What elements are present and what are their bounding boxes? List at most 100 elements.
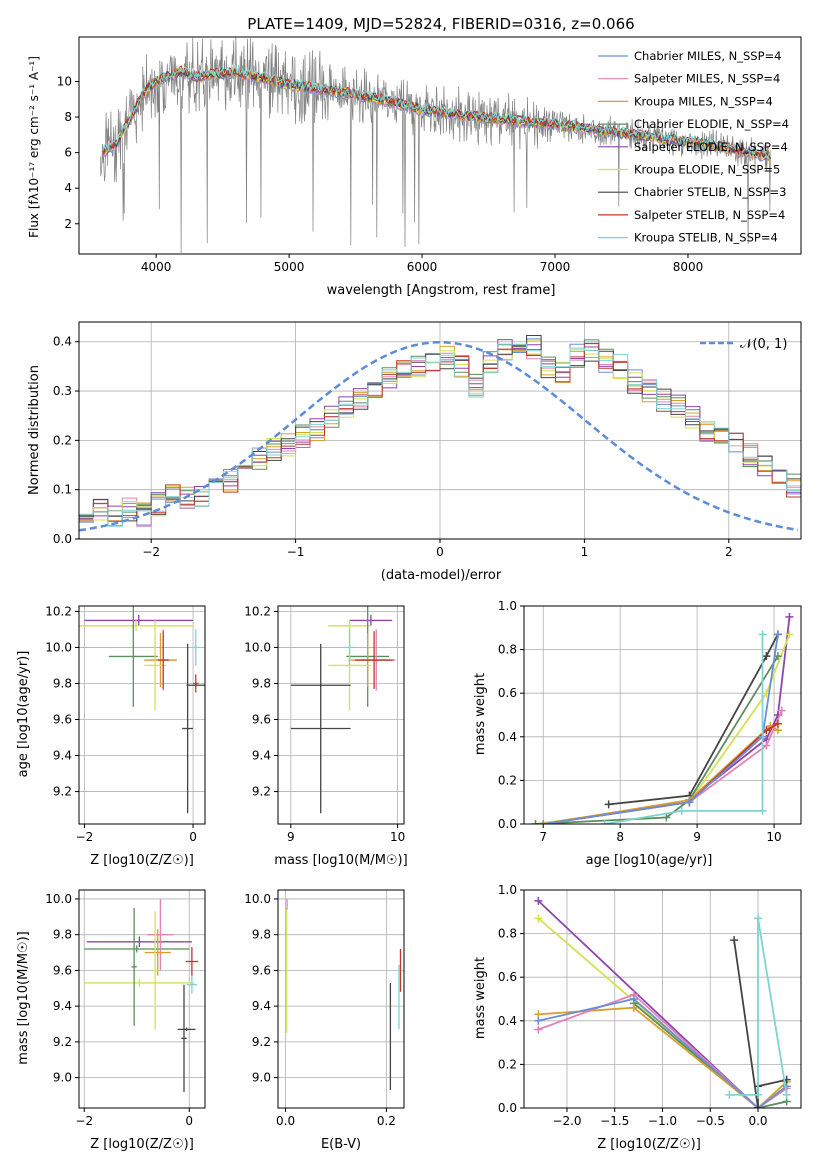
series-line (604, 634, 764, 824)
mwZ-ylabel: mass weight (473, 957, 488, 1039)
x-tick-label: −0.5 (696, 1114, 725, 1128)
y-tick-label: 9.8 (53, 928, 72, 942)
massE-xlabel: E(B-V) (321, 1137, 361, 1152)
series-point (604, 800, 613, 809)
y-tick-label: 9.2 (252, 1035, 271, 1049)
plot-area (531, 612, 794, 824)
y-tick-label: 9.4 (53, 749, 72, 763)
plot-area (290, 606, 396, 814)
series-point (782, 1090, 791, 1099)
y-tick-label: 0.6 (498, 686, 517, 700)
legend-label: Salpeter ELODIE, N_SSP=4 (634, 140, 788, 154)
ageM-xlabel: mass [log10(M/M☉)] (274, 853, 407, 868)
x-tick-label: 0.2 (377, 1114, 396, 1128)
y-tick-label: 0.4 (53, 335, 72, 349)
mass-weight-vs-metallicity-panel: −2.0 −1.5 −1.0 −0.5 0.0 0.0 0.2 0.4 0.6 0.8 1.0 Z … (473, 883, 802, 1152)
spectrum-legend: Chabrier MILES, N_SSP=4 Salpeter MILES, N… (598, 49, 789, 245)
axes-frame (78, 36, 802, 255)
legend-label: Kroupa MILES, N_SSP=4 (634, 94, 773, 108)
series-line (538, 1006, 788, 1108)
y-tick-label: 0.0 (53, 532, 72, 546)
series-point (785, 630, 794, 639)
y-tick-label: 9.6 (252, 713, 271, 727)
series-point (662, 813, 671, 822)
series-line (633, 1002, 787, 1108)
x-tick-label: 8 (616, 830, 624, 844)
x-tick-label: 0.0 (276, 1114, 295, 1128)
residual-xlabel: (data-model)/error (381, 568, 502, 583)
series-line (733, 939, 787, 1108)
y-tick-label: 9.8 (53, 676, 72, 690)
legend-label: Chabrier ELODIE, N_SSP=4 (634, 117, 789, 131)
y-tick-label: 2 (64, 217, 72, 231)
series-point (629, 1003, 638, 1012)
x-tick-label: 9 (693, 830, 701, 844)
residual-ylabel: Normed distribution (27, 365, 42, 495)
x-tick-label: 8000 (673, 260, 704, 274)
x-tick-label: −1.5 (600, 1114, 629, 1128)
y-tick-label: 0.2 (498, 773, 517, 787)
series-point (531, 820, 540, 824)
massZ-xlabel: Z [log10(Z/Z☉)] (90, 1137, 194, 1152)
x-tick-label: 7000 (540, 260, 571, 274)
series-point (534, 914, 543, 923)
x-tick-label: −1 (287, 545, 305, 559)
series-point (600, 820, 609, 824)
mwAge-xlabel: age [log10(age/yr)] (586, 853, 713, 868)
y-tick-label: 0.2 (498, 1057, 517, 1071)
residual-panel: −2 −1 0 1 2 0.0 0.1 0.2 0.3 0.4 (data-model)/erro… (27, 321, 802, 583)
x-tick-label: 1 (581, 545, 589, 559)
series-point (758, 806, 767, 815)
y-tick-label: 9.8 (252, 928, 271, 942)
normal-distribution-curve (79, 340, 799, 532)
residual-histogram (79, 343, 801, 539)
y-tick-label: 10.0 (244, 892, 271, 906)
residual-histogram (79, 349, 801, 539)
y-tick-label: 1.0 (498, 883, 517, 897)
y-tick-label: 1.0 (498, 599, 517, 613)
y-tick-label: 0.0 (498, 817, 517, 831)
residual-histogram (79, 339, 801, 539)
y-tick-label: 0.2 (53, 433, 72, 447)
y-tick-label: 10.0 (45, 640, 72, 654)
series-point (629, 995, 638, 1003)
mass-weight-vs-age-panel: 7 8 9 10 0.0 0.2 0.4 0.6 0.8 1.0 age [log10(age/y… (473, 599, 802, 868)
x-tick-label: −2 (75, 1114, 93, 1128)
series-line (729, 918, 788, 1096)
series-point (754, 914, 763, 923)
legend-label: Kroupa ELODIE, N_SSP=5 (634, 163, 780, 177)
x-tick-label: 6000 (407, 260, 438, 274)
x-tick-label: 10 (766, 830, 781, 844)
y-tick-label: 0.8 (498, 927, 517, 941)
y-tick-label: 9.4 (252, 999, 271, 1013)
x-tick-label: 0 (189, 830, 197, 844)
x-tick-label: 0.0 (748, 1114, 767, 1128)
mwZ-xlabel: Z [log10(Z/Z☉)] (597, 1137, 701, 1152)
x-tick-label: 0 (185, 1114, 193, 1128)
x-tick-label: 4000 (141, 260, 172, 274)
series-line (608, 633, 779, 806)
series-point (539, 820, 548, 824)
plot-area (79, 335, 801, 539)
age-vs-metallicity-panel: −2 09.29.49.69.810.010.2 Z [log10(Z/Z☉)] … (16, 604, 206, 868)
y-tick-label: 0.3 (53, 384, 72, 398)
y-tick-label: 10.2 (244, 604, 271, 618)
y-tick-label: 6 (64, 146, 72, 160)
series-point (762, 652, 771, 661)
series-point (534, 896, 543, 905)
model-spectrum-line (102, 65, 771, 158)
residual-histogram (79, 339, 801, 539)
x-tick-label: 10 (390, 830, 405, 844)
legend-label: Salpeter MILES, N_SSP=4 (634, 72, 780, 86)
mass-vs-ebv-panel: 0.0 0.2 9.0 9.2 9.4 9.6 9.8 10.0 E(B-V) (244, 889, 405, 1152)
legend-label: Chabrier STELIB, N_SSP=3 (634, 185, 786, 199)
axes-frame (78, 605, 206, 825)
series-point (534, 1025, 543, 1034)
axes-frame (277, 605, 405, 825)
y-tick-label: 0.8 (498, 643, 517, 657)
y-tick-label: 9.4 (53, 999, 72, 1013)
y-tick-label: 9.6 (252, 963, 271, 977)
y-tick-label: 0.0 (498, 1101, 517, 1115)
series-line (688, 616, 791, 801)
